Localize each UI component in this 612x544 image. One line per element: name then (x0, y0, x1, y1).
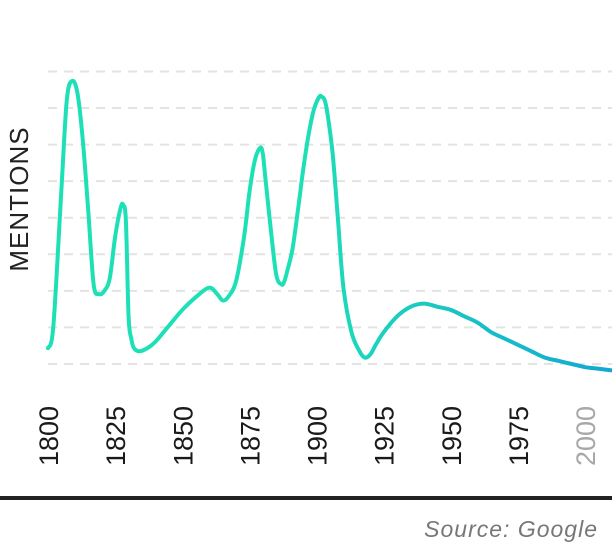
gridlines (48, 70, 612, 365)
x-axis-ticks: 1800 1825 1850 1875 1900 1925 1950 1975 2000 (34, 406, 601, 466)
y-axis-label: MENTIONS (4, 126, 34, 271)
series-line-mentions (46, 78, 612, 373)
x-tick-label-1950: 1950 (437, 406, 467, 466)
x-tick-label-1825: 1825 (101, 406, 131, 466)
x-tick-label-1875: 1875 (235, 406, 265, 466)
x-tick-label-1975: 1975 (504, 406, 534, 466)
source-note: Source: Google (424, 516, 598, 542)
x-tick-label-2000: 2000 (571, 406, 601, 466)
x-tick-label-1800: 1800 (34, 406, 64, 466)
x-tick-label-1850: 1850 (168, 406, 198, 466)
x-tick-label-1900: 1900 (303, 406, 333, 466)
x-tick-label-1925: 1925 (370, 406, 400, 466)
